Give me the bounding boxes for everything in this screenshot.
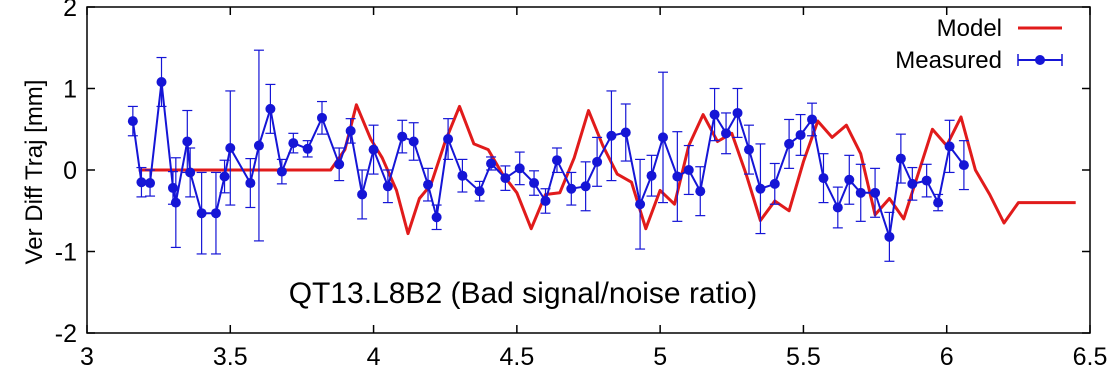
data-point: [136, 177, 147, 188]
data-point: [423, 179, 434, 190]
data-point: [695, 186, 706, 197]
data-point: [551, 155, 562, 166]
data-point: [514, 163, 525, 174]
data-point: [592, 156, 603, 167]
data-point: [907, 178, 918, 189]
data-point: [529, 178, 540, 189]
data-point: [721, 128, 732, 139]
data-point: [397, 131, 408, 142]
data-point: [486, 158, 497, 169]
legend-label-measured: Measured: [895, 47, 1002, 74]
data-point: [170, 197, 181, 208]
data-point: [844, 174, 855, 185]
data-point: [500, 173, 511, 184]
data-point: [635, 199, 646, 210]
data-point: [944, 141, 955, 152]
data-point: [732, 107, 743, 118]
data-point: [895, 153, 906, 164]
legend-label-model: Model: [937, 15, 1002, 42]
data-point: [474, 186, 485, 197]
data-point: [807, 114, 818, 125]
data-point: [431, 212, 442, 223]
y-tick-label: 2: [63, 0, 77, 22]
y-tick-label: 1: [63, 76, 77, 104]
data-point: [443, 134, 454, 145]
data-point: [334, 159, 345, 170]
data-point: [127, 116, 138, 127]
data-point: [156, 76, 167, 87]
data-point: [276, 166, 287, 177]
data-point: [769, 178, 780, 189]
data-point: [818, 173, 829, 184]
data-point: [368, 144, 379, 155]
data-point: [884, 231, 895, 242]
series-layer: [127, 49, 1076, 262]
data-point: [755, 183, 766, 194]
data-point: [958, 160, 969, 171]
data-point: [288, 138, 299, 149]
data-point: [606, 130, 617, 141]
legend-swatch-measured-point: [1035, 55, 1045, 65]
y-tick-label: 0: [63, 157, 77, 185]
data-point: [646, 170, 657, 181]
x-tick-label: 6.5: [1073, 343, 1108, 371]
data-point: [245, 178, 256, 189]
data-point: [210, 208, 221, 219]
x-tick-label: 3: [80, 343, 94, 371]
y-tick-label: -1: [55, 239, 77, 267]
data-point: [870, 187, 881, 198]
data-point: [566, 183, 577, 194]
data-point: [795, 129, 806, 140]
data-point: [345, 125, 356, 136]
data-point: [316, 112, 327, 123]
y-tick-label: -2: [55, 320, 77, 348]
data-point: [408, 136, 419, 147]
data-point: [225, 142, 236, 153]
data-point: [540, 195, 551, 206]
data-point: [219, 171, 230, 182]
data-point: [253, 140, 264, 151]
y-axis-label: Ver Diff Traj [mm]: [21, 80, 48, 265]
data-point: [933, 197, 944, 208]
x-tick-label: 4: [367, 343, 381, 371]
data-point: [658, 132, 669, 143]
axis-ticks: 3 3.5 4 4.5 5 5.5 6 6.5 -2 -1 0 1 2: [55, 0, 1108, 371]
series-measured: [127, 49, 969, 262]
data-point: [457, 170, 468, 181]
data-point: [196, 208, 207, 219]
data-point: [743, 144, 754, 155]
data-point: [265, 103, 276, 114]
data-point: [709, 109, 720, 120]
legend: Model Measured: [895, 15, 1063, 74]
data-point: [784, 138, 795, 149]
data-point: [855, 187, 866, 198]
data-point: [382, 181, 393, 192]
x-tick-label: 5.5: [786, 343, 821, 371]
data-point: [145, 178, 156, 189]
x-tick-label: 5: [653, 343, 667, 371]
data-point: [620, 127, 631, 138]
data-point: [672, 171, 683, 182]
x-tick-label: 6: [940, 343, 954, 371]
data-point: [683, 165, 694, 175]
data-point: [302, 143, 313, 154]
data-point: [921, 175, 932, 186]
data-point: [182, 136, 193, 147]
data-point: [357, 189, 368, 200]
data-point: [167, 182, 178, 193]
data-point: [832, 202, 843, 213]
data-point: [580, 181, 591, 192]
x-tick-label: 4.5: [499, 343, 534, 371]
annotation-label: QT13.L8B2 (Bad signal/noise ratio): [289, 277, 758, 310]
x-tick-label: 3.5: [213, 343, 248, 371]
data-point: [185, 167, 196, 178]
